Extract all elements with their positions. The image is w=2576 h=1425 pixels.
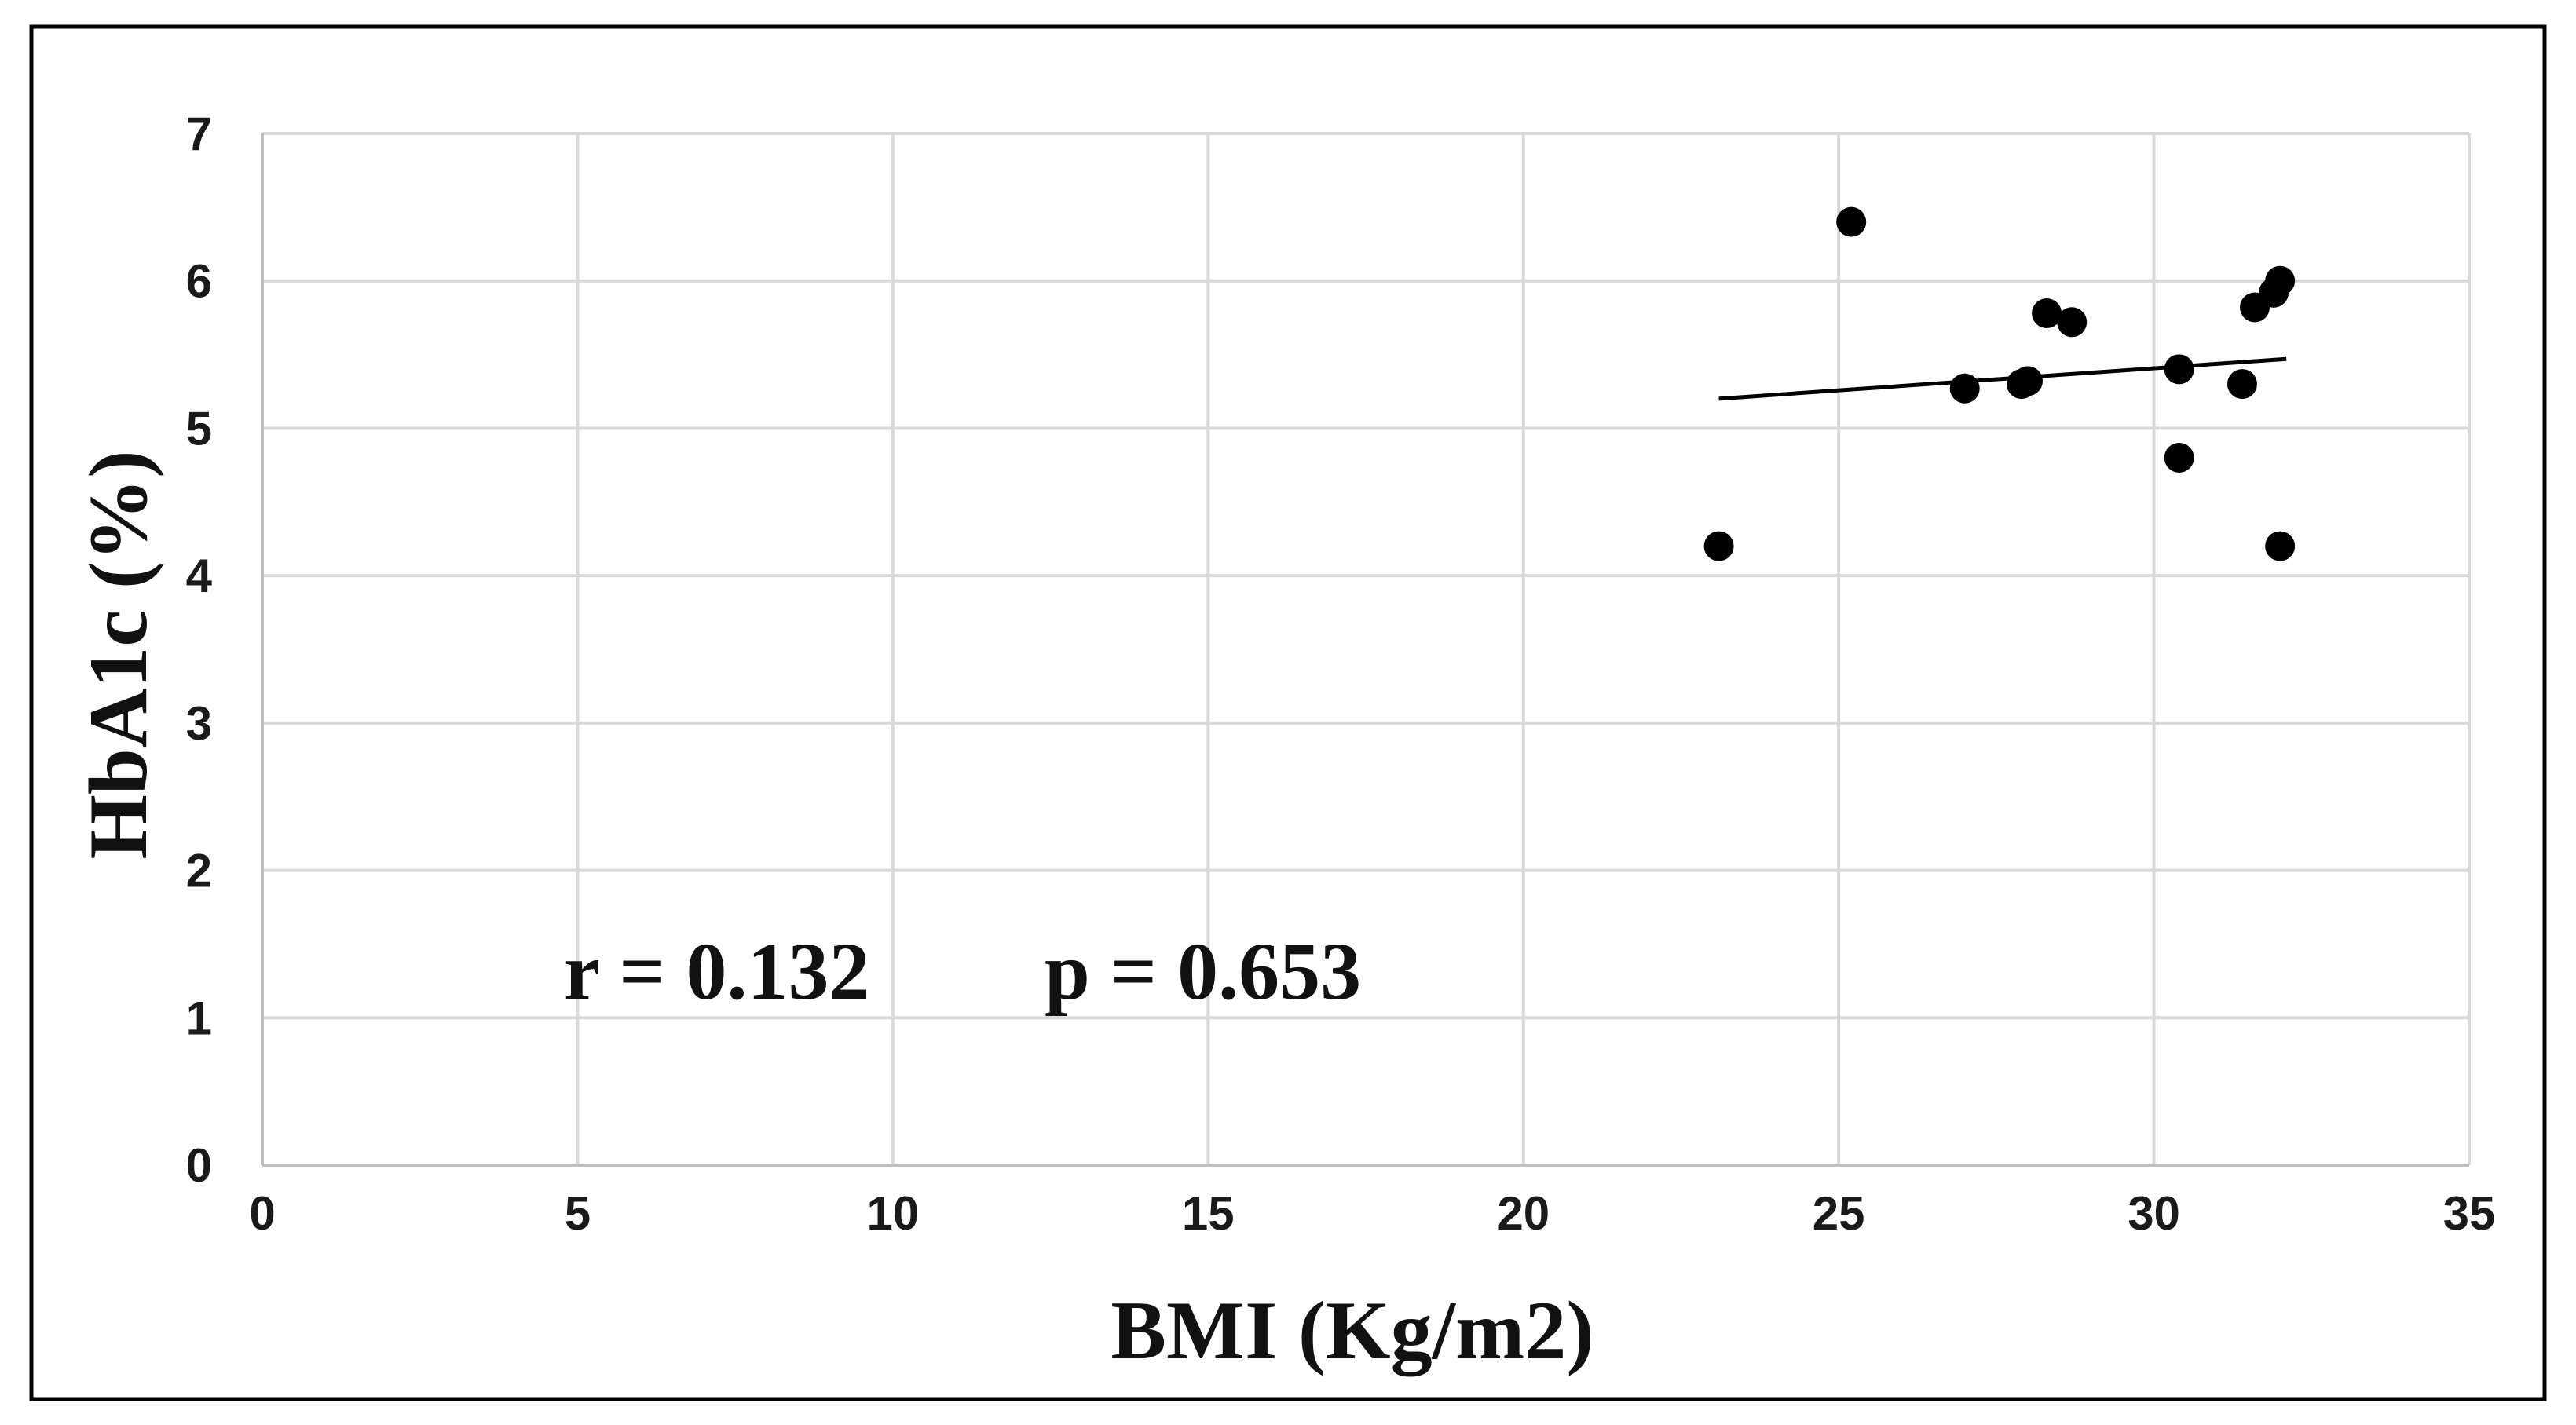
y-tick-label: 4 [186, 550, 213, 602]
y-tick-label: 3 [186, 697, 212, 750]
data-point [2227, 369, 2257, 400]
x-tick-label: 25 [1813, 1187, 1865, 1240]
chart-frame [29, 24, 2547, 1401]
data-point [2013, 366, 2043, 396]
r-annotation: r = 0.132 [564, 926, 870, 1017]
y-tick-label: 7 [186, 108, 212, 160]
x-tick-label: 15 [1182, 1187, 1235, 1240]
y-tick-label: 2 [186, 845, 212, 897]
x-tick-labels: 0 5 10 15 20 25 30 35 [249, 1187, 2495, 1240]
y-tick-labels: 0 1 2 3 4 5 6 7 [186, 108, 213, 1192]
data-point [2032, 298, 2062, 329]
y-axis-title: HbA1c (%) [72, 450, 164, 859]
data-point [2164, 354, 2194, 385]
y-tick-label: 5 [186, 402, 212, 455]
y-tick-label: 1 [186, 992, 212, 1044]
data-point [2164, 442, 2194, 473]
data-point [2265, 265, 2296, 296]
x-tick-label: 0 [249, 1187, 275, 1240]
data-point [2265, 531, 2296, 561]
axes [261, 133, 2469, 1167]
y-tick-label: 0 [186, 1139, 212, 1192]
p-annotation: p = 0.653 [1045, 926, 1361, 1017]
data-point [1949, 373, 1980, 404]
data-point [2057, 307, 2088, 338]
x-tick-label: 20 [1497, 1187, 1550, 1240]
data-point [1703, 531, 1734, 561]
x-tick-label: 30 [2128, 1187, 2180, 1240]
data-point [1836, 206, 1867, 237]
x-axis-title: BMI (Kg/m2) [1111, 1284, 1594, 1376]
x-tick-label: 10 [866, 1187, 919, 1240]
y-tick-label: 6 [186, 255, 212, 308]
data-points [1703, 206, 2296, 561]
x-tick-label: 35 [2443, 1187, 2496, 1240]
grid [262, 132, 2471, 1165]
x-tick-label: 5 [565, 1187, 591, 1240]
